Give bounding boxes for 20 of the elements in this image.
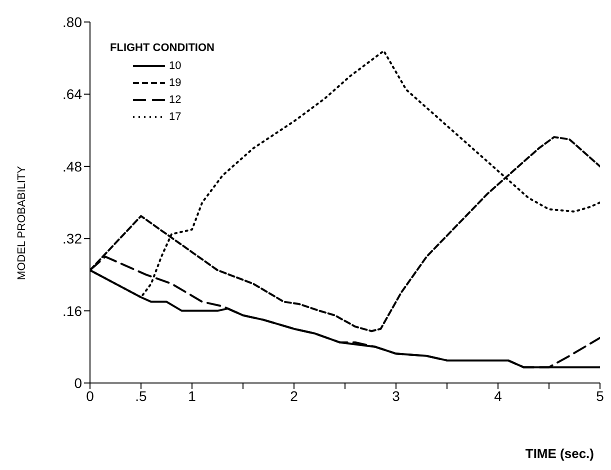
x-tick-label: 1	[188, 388, 196, 404]
y-tick-label: .64	[62, 86, 82, 102]
y-tick-label: .16	[62, 302, 82, 319]
x-tick-label: 2	[290, 388, 298, 404]
x-tick-label: 5	[596, 388, 604, 404]
x-tick-label: 3	[392, 388, 400, 404]
y-tick-label: .32	[62, 230, 82, 247]
legend-label: 12	[169, 94, 182, 106]
y-tick-label: 0	[74, 374, 82, 391]
legend-label: 10	[169, 60, 182, 72]
y-axis-title: MODEL PROBABILITY	[16, 166, 28, 280]
x-tick-label: 4	[494, 388, 502, 404]
x-tick-label: .5	[135, 388, 148, 404]
legend-label: 19	[169, 76, 182, 88]
y-tick-label: .48	[62, 158, 82, 174]
y-tick-label: .80	[62, 14, 82, 30]
x-axis-title: TIME (sec.)	[525, 446, 594, 461]
legend-label: 17	[169, 110, 182, 122]
legend-title: FLIGHT CONDITION	[110, 42, 214, 54]
x-tick-label: 0	[86, 388, 94, 404]
